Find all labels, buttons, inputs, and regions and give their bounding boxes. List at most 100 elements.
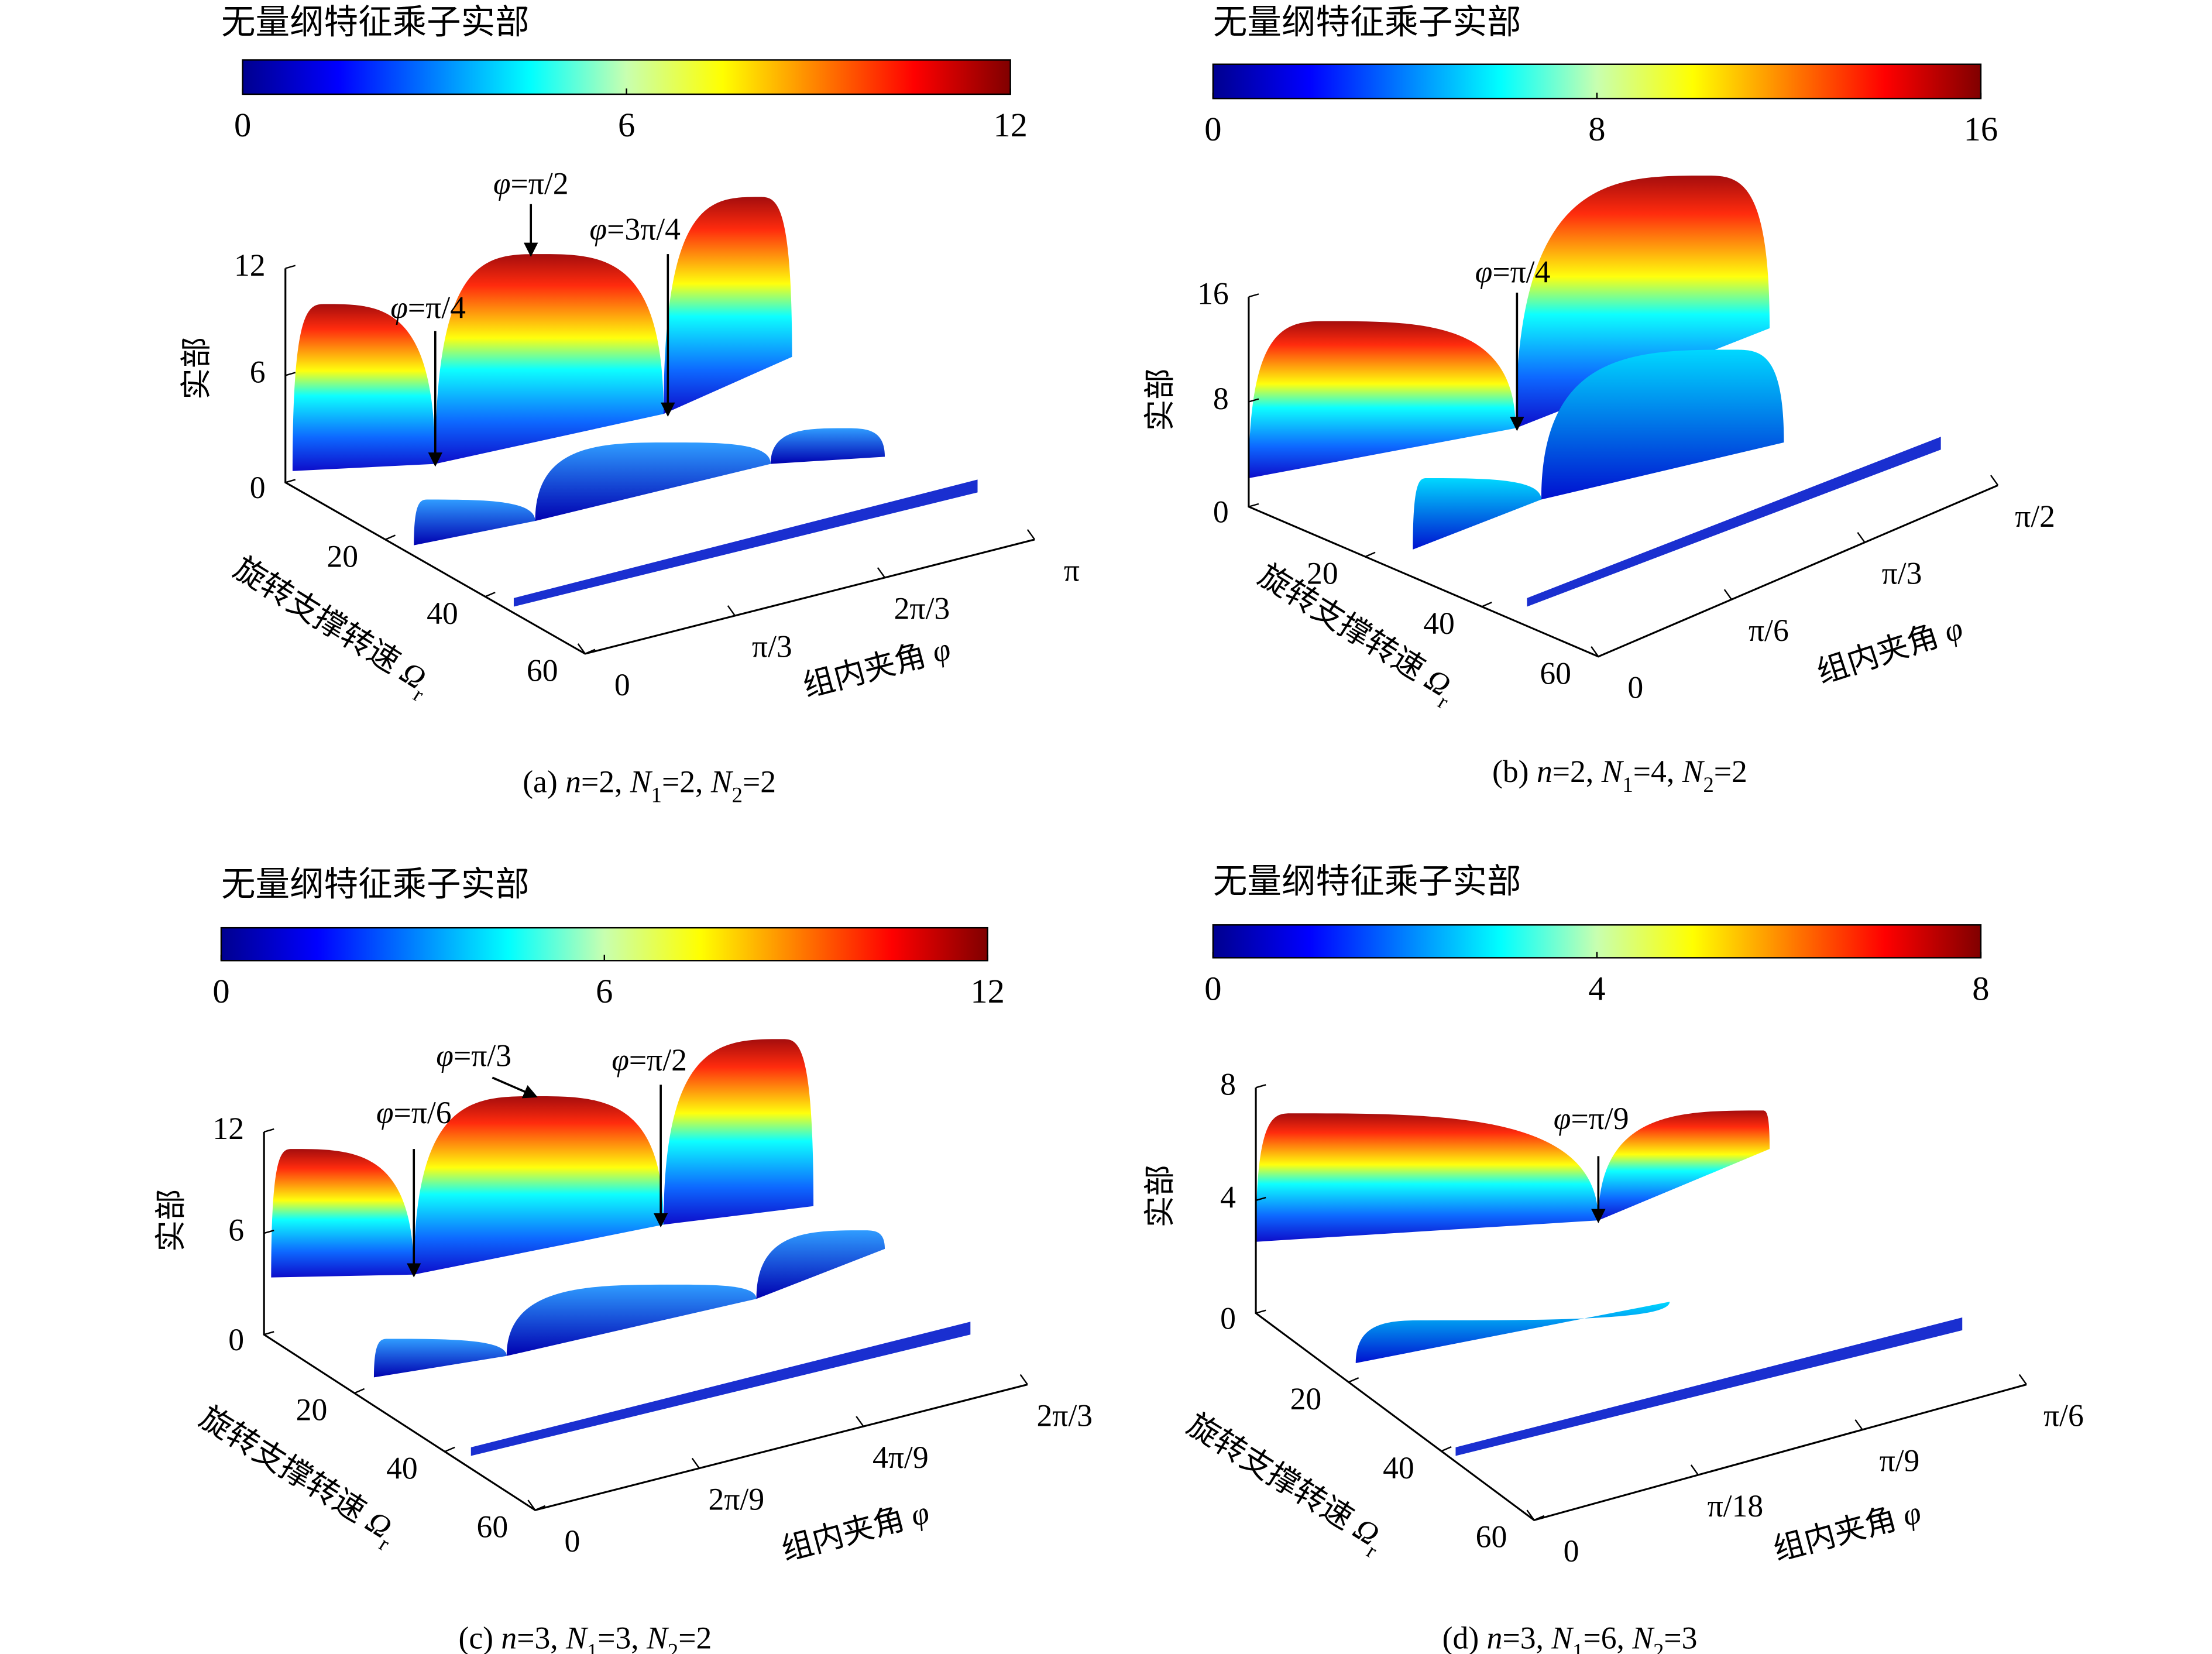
caption-part: =2, — [581, 764, 630, 799]
depth-axis-label-part: 旋转支撑转速 — [1252, 558, 1437, 692]
panel: 无量纲特征乘子实部 0 4 8 0 4 8 20 40 60 0 π/18 π/9 π/6 实部旋转支撑转速… — [1142, 862, 2084, 1654]
z-tick — [1248, 503, 1259, 507]
caption-part: N — [646, 1621, 669, 1654]
colorbar-tick-label: 12 — [970, 972, 1005, 1010]
depth-tick-label: 60 — [527, 653, 558, 688]
depth-tick — [535, 1505, 546, 1511]
z-tick-label: 0 — [1213, 495, 1229, 530]
z-tick-label: 12 — [234, 248, 266, 283]
caption-part: =6, — [1583, 1621, 1632, 1654]
colorbar-tick-label: 0 — [1204, 969, 1221, 1007]
x-axis-label-part: 组内夹角 — [1770, 1499, 1908, 1567]
x-tick — [1526, 1509, 1535, 1521]
x-tick — [1857, 531, 1866, 543]
surface — [664, 197, 792, 414]
z-tick-label: 0 — [1220, 1301, 1236, 1336]
x-tick-label: 0 — [565, 1523, 581, 1559]
caption-part: =3, — [517, 1621, 566, 1654]
x-tick — [1019, 1374, 1028, 1385]
z-tick — [285, 265, 296, 269]
caption-part: n — [501, 1621, 517, 1654]
z-tick — [263, 1230, 274, 1234]
caption-part: (b) — [1492, 754, 1537, 790]
depth-tick-label: 20 — [327, 538, 358, 574]
z-tick — [1255, 1084, 1266, 1089]
annotation-part: φ — [589, 212, 607, 247]
caption-part: =2 — [743, 764, 776, 799]
caption-part: =3 — [1664, 1621, 1697, 1654]
x-tick — [727, 605, 736, 616]
surface — [292, 304, 435, 471]
colorbar-tick-label: 6 — [618, 106, 635, 144]
x-tick — [577, 643, 586, 654]
x-tick-label: π/18 — [1708, 1488, 1764, 1523]
colorbar-title: 无量纲特征乘子实部 — [1213, 3, 1521, 41]
depth-tick — [384, 534, 396, 540]
x-tick-label: π/3 — [1882, 556, 1922, 591]
x-tick — [1854, 1419, 1863, 1430]
depth-tick — [1598, 651, 1609, 657]
annotation-part: =π/4 — [1492, 255, 1550, 290]
surface — [1515, 175, 1770, 428]
depth-tick-label: 60 — [1476, 1519, 1507, 1555]
caption: (d) n=3, N1=6, N2=3 — [1442, 1621, 1698, 1654]
caption-part: 1 — [587, 1639, 597, 1654]
depth-tick-label: 60 — [1540, 656, 1571, 691]
annotation-part: =π/4 — [408, 290, 466, 325]
z-tick — [1248, 293, 1259, 298]
surface — [770, 428, 885, 464]
surface — [506, 1284, 757, 1356]
z-tick — [263, 1128, 274, 1133]
colorbar-tick-label: 8 — [1588, 110, 1605, 148]
surface — [513, 479, 978, 607]
surface — [756, 1230, 885, 1299]
x-tick — [1591, 646, 1599, 657]
z-axis-label: 实部 — [1142, 1165, 1177, 1227]
annotation: φ=π/4 — [1475, 255, 1551, 290]
caption-part: =2 — [1714, 754, 1747, 790]
x-axis-label: 组内夹角 φ — [799, 631, 954, 704]
caption: (b) n=2, N1=4, N2=2 — [1492, 754, 1747, 797]
annotation: φ=π/3 — [436, 1038, 511, 1073]
caption-part: 2 — [668, 1639, 678, 1654]
x-tick-label: 0 — [1627, 670, 1643, 705]
caption-part: N — [1551, 1621, 1574, 1654]
x-axis-label-part: 组内夹角 — [778, 1499, 916, 1567]
annotation-part: φ — [436, 1038, 454, 1073]
x-tick — [877, 567, 885, 578]
colorbar-tick-label: 16 — [1964, 110, 1998, 148]
x-tick-label: 4π/9 — [873, 1440, 929, 1475]
colorbar-tick-label: 6 — [596, 972, 613, 1010]
surface — [373, 1339, 507, 1378]
surface — [1256, 1113, 1599, 1242]
caption-part: N — [1631, 1621, 1655, 1654]
depth-axis-label-part: 旋转支撑转速 — [228, 550, 413, 684]
caption-part: n — [1487, 1621, 1503, 1654]
surface — [1413, 478, 1541, 550]
depth-tick — [354, 1388, 365, 1394]
depth-tick — [1365, 551, 1376, 558]
depth-tick-label: 40 — [1423, 606, 1455, 641]
surface — [470, 1322, 971, 1456]
colorbar-title: 无量纲特征乘子实部 — [221, 3, 530, 41]
x-tick-label: π/9 — [1880, 1443, 1920, 1478]
surface — [1541, 349, 1784, 500]
caption-part: N — [1601, 754, 1624, 790]
z-tick-label: 0 — [228, 1322, 244, 1357]
x-axis-label: 组内夹角 φ — [1770, 1495, 1924, 1568]
depth-tick — [585, 648, 596, 655]
z-axis-label: 实部 — [1142, 368, 1177, 431]
annotation: φ=3π/4 — [589, 212, 681, 247]
x-tick — [1990, 475, 1999, 486]
colorbar-title: 无量纲特征乘子实部 — [1213, 862, 1521, 900]
depth-tick-label: 20 — [1290, 1381, 1322, 1416]
annotation: φ=π/6 — [376, 1095, 452, 1130]
depth-tick — [1481, 602, 1492, 608]
annotation: φ=π/2 — [493, 166, 569, 201]
annotation-part: φ — [390, 290, 408, 325]
x-tick-label: π/3 — [752, 629, 792, 664]
caption-part: =3, — [597, 1621, 647, 1654]
